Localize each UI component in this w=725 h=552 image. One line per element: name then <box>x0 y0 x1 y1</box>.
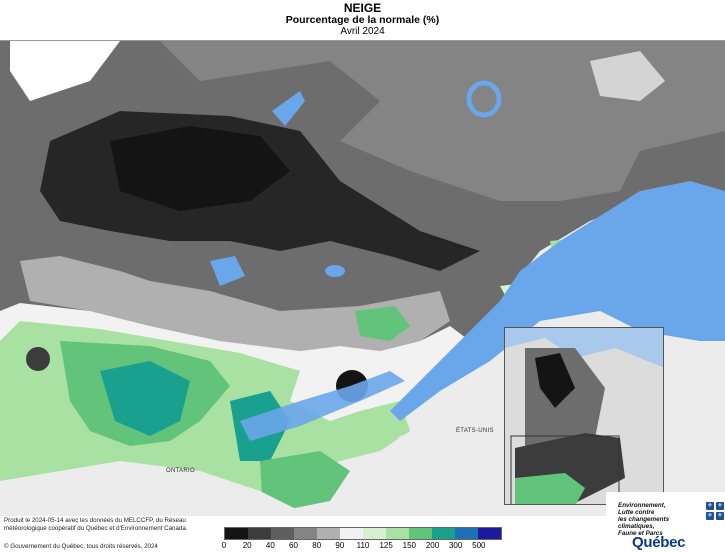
quebec-wordmark: Québec <box>632 534 686 551</box>
zone-150-200-charlevoix <box>355 306 410 341</box>
ministry-line-4: climatiques, <box>618 523 655 530</box>
legend-swatch <box>455 528 478 539</box>
inset-canvas <box>505 338 663 504</box>
legend-color-bar <box>224 527 502 540</box>
legend-tick-label: 40 <box>265 541 275 550</box>
quebec-ministry-logo: Environnement, Lutte contre les changeme… <box>606 492 725 552</box>
legend-tick-label: 60 <box>289 541 298 550</box>
map-header: NEIGE Pourcentage de la normale (%) Avri… <box>0 0 725 40</box>
legend-swatch <box>363 528 386 539</box>
legend-tick-label: 80 <box>312 541 322 550</box>
legend-swatch <box>248 528 271 539</box>
production-credits: Produit le 2024-05-14 avec les données d… <box>4 517 188 532</box>
gulf-st-lawrence <box>390 181 725 421</box>
lake-mistassini <box>272 91 305 126</box>
legend-tick-label: 200 <box>425 541 440 550</box>
inset-dark-zone <box>535 353 575 408</box>
zone-150-200-south <box>260 451 350 509</box>
inset-green <box>515 473 585 504</box>
legend-tick-labels: 0 20 40 60 80 90 110 125 150 200 300 500 <box>221 540 502 552</box>
legend-swatch <box>478 528 501 539</box>
legend-tick-label: 150 <box>402 541 417 550</box>
lac-saint-jean <box>325 265 345 277</box>
legend-swatch <box>271 528 294 539</box>
ministry-line-3: les changements <box>618 516 670 523</box>
copyright-notice: © Gouvernement du Québec, tous droits ré… <box>4 543 158 550</box>
legend-tick-label: 300 <box>448 541 463 550</box>
ontario-label: ONTARIO <box>166 468 195 474</box>
ontario-us-land <box>0 461 334 516</box>
map-subtitle: Pourcentage de la normale (%) <box>285 14 440 26</box>
inset-map <box>504 327 664 505</box>
ministry-line-2: Lutte contre <box>618 509 655 516</box>
map-period: Avril 2024 <box>340 26 385 37</box>
dark-pocket-west <box>26 347 50 371</box>
legend-tick-label: 0 <box>221 541 227 550</box>
legend-swatch <box>340 528 363 539</box>
fleur-de-lis-icon: ⚜ <box>716 512 724 520</box>
legend-tick-label: 125 <box>379 541 393 550</box>
us-label: ÉTATS-UNIS <box>456 428 494 434</box>
fleur-de-lis-icon: ⚜ <box>706 512 714 520</box>
legend-swatch <box>225 528 248 539</box>
inset-frame <box>510 435 620 504</box>
legend-swatch <box>409 528 432 539</box>
legend-tick-label: 90 <box>335 541 345 550</box>
st-lawrence-river <box>240 371 405 441</box>
legend-swatch <box>294 528 317 539</box>
color-legend: 0 20 40 60 80 90 110 125 150 200 300 500 <box>221 527 502 552</box>
manicouagan-reservoir <box>466 80 502 118</box>
fleur-de-lis-icon: ⚜ <box>706 502 714 510</box>
map-canvas <box>0 41 725 516</box>
snow-percent-map <box>0 40 725 516</box>
ministry-line-5: Faune et Parcs <box>618 530 663 537</box>
ministry-line-1: Environnement, <box>618 502 666 509</box>
legend-swatch <box>386 528 409 539</box>
zone-200-300-west <box>100 361 190 436</box>
zone-0-core <box>110 126 290 211</box>
ministry-name: Environnement, Lutte contre les changeme… <box>618 502 669 537</box>
legend-swatch <box>317 528 340 539</box>
zone-90-ne <box>590 51 665 101</box>
map-title: NEIGE <box>343 1 382 15</box>
legend-swatch <box>432 528 455 539</box>
zone-80-south <box>20 256 450 351</box>
legend-tick-label: 20 <box>242 541 252 550</box>
zone-80-north <box>0 41 725 201</box>
us-land <box>340 421 510 516</box>
legend-tick-label: 110 <box>356 541 370 550</box>
legend-tick-label: 500 <box>472 541 486 550</box>
hudson-bay-area <box>10 41 120 101</box>
gouin-reservoir <box>210 256 245 286</box>
fleur-de-lis-icon: ⚜ <box>716 502 724 510</box>
